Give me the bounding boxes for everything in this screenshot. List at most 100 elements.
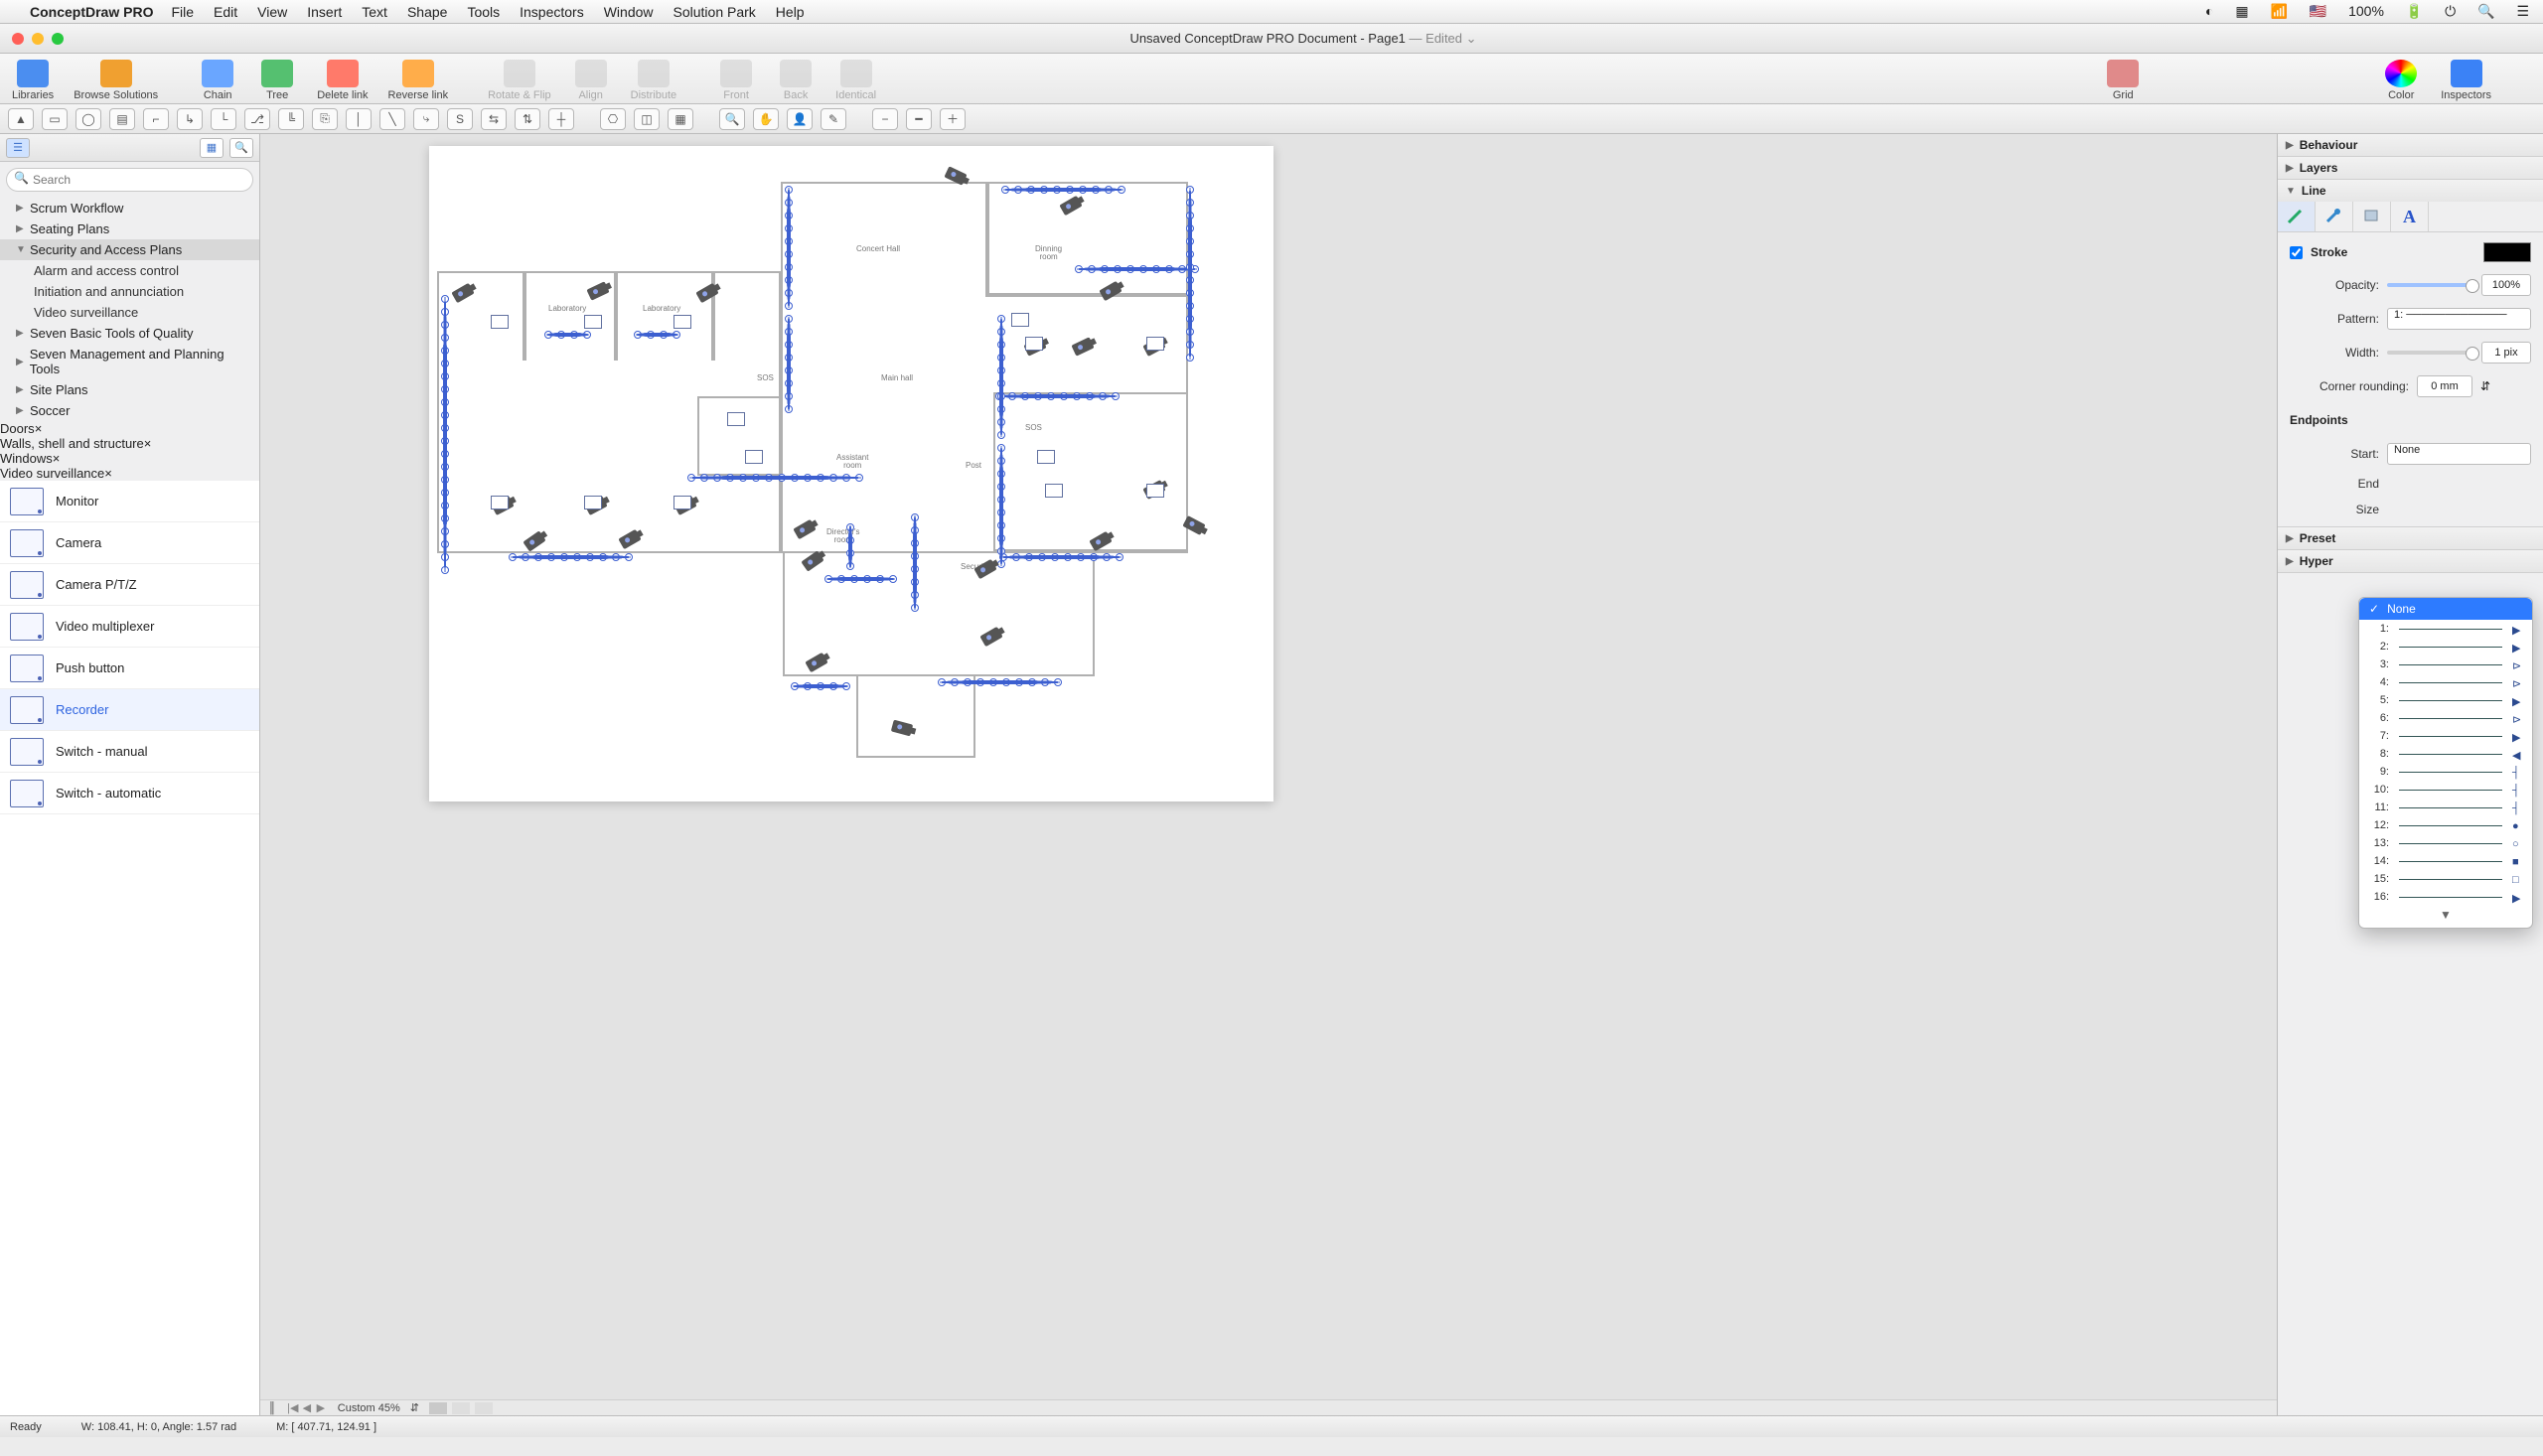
tray-icon[interactable]: ▦ <box>2235 3 2248 19</box>
connection-points[interactable] <box>785 315 793 413</box>
shapebar-tool-1[interactable]: ▭ <box>42 108 68 130</box>
app-name[interactable]: ConceptDraw PRO <box>30 4 153 20</box>
connection-points[interactable] <box>995 392 1120 400</box>
shapebar-tool-6[interactable]: └ <box>211 108 236 130</box>
opacity-slider[interactable] <box>2387 283 2473 287</box>
shapebar-tool-27[interactable]: − <box>872 108 898 130</box>
tree-site-plans[interactable]: ▶Site Plans <box>0 379 259 400</box>
connection-points[interactable] <box>911 513 919 612</box>
zoom-combo[interactable]: Custom 45% <box>338 1402 400 1414</box>
shapebar-tool-28[interactable]: ━ <box>906 108 932 130</box>
shapebar-tool-12[interactable]: ⤷ <box>413 108 439 130</box>
connection-points[interactable] <box>509 553 633 561</box>
shape-camera-p-t-z[interactable]: Camera P/T/Z <box>0 564 259 606</box>
page-tabs[interactable] <box>429 1402 493 1414</box>
endpoint-option-10[interactable]: 10:┤ <box>2359 781 2532 799</box>
monitor-shape[interactable] <box>745 450 763 464</box>
connection-points[interactable] <box>1075 265 1199 273</box>
connection-points[interactable] <box>791 682 850 690</box>
endpoint-option-3[interactable]: 3:⊳ <box>2359 655 2532 673</box>
monitor-shape[interactable] <box>1146 484 1164 498</box>
shapebar-tool-16[interactable]: ┼ <box>548 108 574 130</box>
open-lib-walls-shell-and-structure[interactable]: Walls, shell and structure× <box>0 436 259 451</box>
spotlight-icon[interactable]: 🔍 <box>2477 3 2494 19</box>
section-preset[interactable]: ▶Preset <box>2278 527 2543 549</box>
end-arrow-dropdown[interactable]: ✓None 1:▶2:▶3:⊳4:⊳5:▶6:⊳7:▶8:◀9:┤10:┤11:… <box>2358 597 2533 929</box>
zoom-button[interactable] <box>52 33 64 45</box>
endpoint-option-8[interactable]: 8:◀ <box>2359 745 2532 763</box>
shapebar-tool-13[interactable]: S <box>447 108 473 130</box>
monitor-shape[interactable] <box>1011 313 1029 327</box>
canvas-hscroll[interactable]: ║ |◀◀▶ Custom 45% ⇵ <box>260 1399 2277 1415</box>
shapebar-tool-9[interactable]: ⎘ <box>312 108 338 130</box>
stroke-checkbox[interactable] <box>2290 246 2303 259</box>
close-lib-icon[interactable]: × <box>53 451 61 466</box>
menu-help[interactable]: Help <box>776 4 805 20</box>
section-layers[interactable]: ▶Layers <box>2278 157 2543 179</box>
toolbar-tree[interactable]: Tree <box>257 60 297 101</box>
flag-icon[interactable]: 🇺🇸 <box>2310 3 2326 19</box>
monitor-shape[interactable] <box>1037 450 1055 464</box>
monitor-shape[interactable] <box>673 496 691 510</box>
section-line[interactable]: ▼Line <box>2278 180 2543 202</box>
menu-tools[interactable]: Tools <box>467 4 500 20</box>
shapebar-tool-25[interactable]: ✎ <box>821 108 846 130</box>
battery-icon[interactable]: 🔋 <box>2406 3 2423 19</box>
connection-points[interactable] <box>938 678 1062 686</box>
zoom-stepper-icon[interactable]: ⇵ <box>410 1401 419 1414</box>
connection-points[interactable] <box>1001 186 1125 194</box>
hamburger-icon[interactable]: ☰ <box>2516 3 2529 19</box>
shapebar-tool-10[interactable]: │ <box>346 108 372 130</box>
wifi-icon[interactable]: 📶 <box>2270 3 2287 19</box>
endpoint-option-7[interactable]: 7:▶ <box>2359 727 2532 745</box>
width-slider[interactable] <box>2387 351 2473 355</box>
connection-points[interactable] <box>846 523 854 570</box>
section-hyper[interactable]: ▶Hyper <box>2278 550 2543 572</box>
shape-switch-manual[interactable]: Switch - manual <box>0 731 259 773</box>
monitor-shape[interactable] <box>727 412 745 426</box>
connection-points[interactable] <box>997 444 1005 568</box>
endpoint-option-2[interactable]: 2:▶ <box>2359 638 2532 655</box>
shapebar-tool-7[interactable]: ⎇ <box>244 108 270 130</box>
pattern-combo[interactable]: 1: ───────────── <box>2387 308 2531 330</box>
shape-monitor[interactable]: Monitor <box>0 481 259 522</box>
shapebar-tool-4[interactable]: ⌐ <box>143 108 169 130</box>
panel-view-grid[interactable]: ▦ <box>200 138 224 158</box>
connection-points[interactable] <box>544 331 591 339</box>
endpoint-option-13[interactable]: 13:○ <box>2359 834 2532 852</box>
menu-window[interactable]: Window <box>604 4 654 20</box>
tab-shadow-icon[interactable] <box>2316 202 2353 231</box>
open-lib-video-surveillance[interactable]: Video surveillance× <box>0 466 259 481</box>
menu-shape[interactable]: Shape <box>407 4 447 20</box>
shapebar-tool-8[interactable]: ╚ <box>278 108 304 130</box>
endpoint-option-1[interactable]: 1:▶ <box>2359 620 2532 638</box>
shapebar-tool-18[interactable]: ⎔ <box>600 108 626 130</box>
drawing-page[interactable]: Concert HallDinningroomLaboratoryLaborat… <box>429 146 1273 801</box>
menu-edit[interactable]: Edit <box>214 4 237 20</box>
title-chevron-icon[interactable]: ⌄ <box>1466 31 1477 46</box>
shape-camera[interactable]: Camera <box>0 522 259 564</box>
corner-stepper-icon[interactable]: ⇵ <box>2480 379 2490 393</box>
monitor-shape[interactable] <box>1045 484 1063 498</box>
monitor-shape[interactable] <box>673 315 691 329</box>
tab-text-icon[interactable]: A <box>2391 202 2429 231</box>
minimize-button[interactable] <box>32 33 44 45</box>
endpoint-option-6[interactable]: 6:⊳ <box>2359 709 2532 727</box>
endpoint-option-11[interactable]: 11:┤ <box>2359 799 2532 816</box>
toolbar-inspectors[interactable]: Inspectors <box>2441 60 2491 101</box>
tray-icon[interactable]: ◐ <box>2205 3 2213 19</box>
connection-points[interactable] <box>634 331 680 339</box>
tree-child-initiation-and-annunciation[interactable]: Initiation and annunciation <box>0 281 259 302</box>
shapebar-tool-5[interactable]: ↳ <box>177 108 203 130</box>
menu-text[interactable]: Text <box>362 4 387 20</box>
connection-points[interactable] <box>1186 186 1194 362</box>
dropdown-selected[interactable]: ✓None <box>2359 598 2532 620</box>
connection-points[interactable] <box>687 474 863 482</box>
close-button[interactable] <box>12 33 24 45</box>
shape-switch-automatic[interactable]: Switch - automatic <box>0 773 259 814</box>
start-combo[interactable]: None <box>2387 443 2531 465</box>
endpoint-option-14[interactable]: 14:■ <box>2359 852 2532 870</box>
close-lib-icon[interactable]: × <box>104 466 112 481</box>
shapebar-tool-0[interactable]: ▲ <box>8 108 34 130</box>
page-handle-icon[interactable]: ║ <box>268 1402 276 1414</box>
